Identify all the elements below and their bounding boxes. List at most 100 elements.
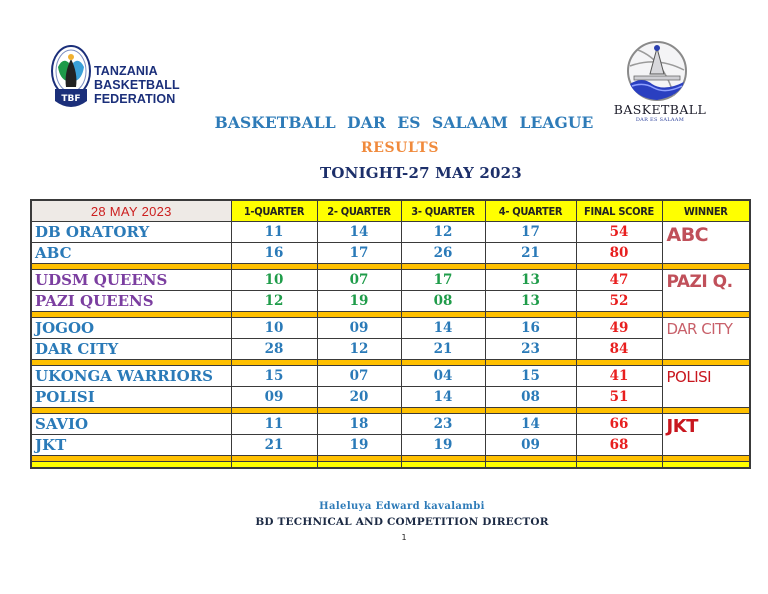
q2-score: 14 (316, 221, 402, 243)
team-name: POLISI (30, 386, 232, 408)
team-name: DAR CITY (30, 338, 232, 360)
basketball-wordmark: BASKETBALL (613, 102, 707, 117)
q3-score: 23 (400, 413, 486, 435)
q1-score: 28 (230, 338, 318, 360)
team-name: UKONGA WARRIORS (30, 365, 232, 387)
results-table: 28 MAY 2023 1-QUARTER 2- QUARTER 3- QUAR… (30, 199, 751, 469)
winner-cell: JKT (661, 413, 751, 456)
basketball-dsm-logo: BASKETBALL DAR ES SALAAM (606, 40, 736, 123)
q4-score: 09 (484, 434, 577, 456)
final-score: 49 (575, 317, 663, 339)
winner-cell: DAR CITY (661, 317, 751, 360)
team-name: SAVIO (30, 413, 232, 435)
table-row: JKT 21 19 19 09 68 (30, 434, 750, 456)
q3-score: 14 (400, 317, 486, 339)
final-score: 51 (575, 386, 663, 408)
q2-score: 20 (316, 386, 402, 408)
tbf-line-1: TANZANIA (94, 64, 158, 78)
winner-cell: POLISI (661, 365, 751, 408)
q1-score: 12 (230, 290, 318, 312)
q1-score: 10 (230, 317, 318, 339)
team-name: DB ORATORY (30, 221, 232, 243)
dar-es-salaam-wordmark: DAR ES SALAAM (635, 117, 685, 123)
tbf-line-2: BASKETBALL (94, 78, 180, 92)
table-row: UKONGA WARRIORS 15 07 04 15 41 POLISI (30, 365, 751, 408)
tbf-line-3: FEDERATION (94, 92, 176, 106)
q3-score: 19 (400, 434, 486, 456)
final-score: 80 (575, 242, 663, 264)
director-name: Haleluya Edward kavalambi (319, 501, 485, 512)
team-name: JKT (30, 434, 232, 456)
svg-text:TBF: TBF (61, 94, 80, 104)
final-score: 66 (575, 413, 663, 435)
final-score: 47 (575, 269, 663, 291)
match-date-header: 28 MAY 2023 (30, 199, 232, 222)
q1-score: 11 (230, 221, 318, 243)
q4-score: 17 (484, 221, 577, 243)
q4-score: 16 (484, 317, 577, 339)
q1-score: 15 (230, 365, 318, 387)
basketball-dar-es-salaam-emblem-icon (627, 41, 687, 101)
team-name: UDSM QUEENS (30, 269, 232, 291)
footer-separator-row (30, 461, 751, 469)
q2-score: 07 (316, 365, 402, 387)
final-score: 41 (575, 365, 663, 387)
team-name: PAZI QUEENS (30, 290, 232, 312)
q3-score: 14 (400, 386, 486, 408)
results-subtitle: RESULTS (360, 140, 440, 156)
q1-score: 10 (230, 269, 318, 291)
team-name: JOGOO (30, 317, 232, 339)
final-score: 54 (575, 221, 663, 243)
q1-score: 11 (230, 413, 318, 435)
col-header-q3: 3- QUARTER (400, 199, 486, 222)
q2-score: 09 (316, 317, 402, 339)
q2-score: 19 (316, 290, 402, 312)
table-header-row: 28 MAY 2023 1-QUARTER 2- QUARTER 3- QUAR… (30, 199, 751, 222)
q4-score: 13 (484, 290, 577, 312)
final-score: 84 (575, 338, 663, 360)
q2-score: 18 (316, 413, 402, 435)
q4-score: 23 (484, 338, 577, 360)
col-header-q2: 2- QUARTER (316, 199, 402, 222)
q4-score: 15 (484, 365, 577, 387)
director-title: BD TECHNICAL AND COMPETITION DIRECTOR (255, 516, 549, 528)
final-score: 68 (575, 434, 663, 456)
tbf-wordmark: TANZANIA BASKETBALL FEDERATION (94, 64, 180, 106)
table-row: JOGOO 10 09 14 16 49 DAR CITY (30, 317, 751, 360)
league-title: BASKETBALL DAR ES SALAAM LEAGUE (214, 113, 594, 132)
separator-row (30, 455, 751, 462)
winner-cell: PAZI Q. (661, 269, 751, 312)
q3-score: 12 (400, 221, 486, 243)
col-header-q1: 1-QUARTER (230, 199, 318, 222)
team-name: ABC (30, 242, 232, 264)
page-number: 1 (401, 533, 407, 542)
q1-score: 09 (230, 386, 318, 408)
winner-cell: ABC (661, 221, 751, 264)
q3-score: 04 (400, 365, 486, 387)
tonight-date: TONIGHT-27 MAY 2023 (320, 164, 522, 182)
table-row: DB ORATORY 11 14 12 17 54 ABC (30, 221, 751, 264)
q1-score: 21 (230, 434, 318, 456)
q2-score: 07 (316, 269, 402, 291)
col-header-final-score: FINAL SCORE (575, 199, 663, 222)
col-header-winner: WINNER (661, 199, 751, 222)
col-header-q4: 4- QUARTER (484, 199, 577, 222)
q4-score: 21 (484, 242, 577, 264)
table-row: DAR CITY 28 12 21 23 84 (30, 338, 750, 360)
q4-score: 14 (484, 413, 577, 435)
q2-score: 19 (316, 434, 402, 456)
q3-score: 17 (400, 269, 486, 291)
q1-score: 16 (230, 242, 318, 264)
separator-row (30, 407, 751, 414)
table-row: ABC 16 17 26 21 80 (30, 242, 750, 264)
table-row: PAZI QUEENS 12 19 08 13 52 (30, 290, 750, 312)
tbf-emblem-icon: TBF (51, 45, 91, 107)
table-row: SAVIO 11 18 23 14 66 JKT (30, 413, 751, 456)
q4-score: 13 (484, 269, 577, 291)
table-row: UDSM QUEENS 10 07 17 13 47 PAZI Q. (30, 269, 751, 312)
q4-score: 08 (484, 386, 577, 408)
q2-score: 17 (316, 242, 402, 264)
tbf-logo: TBF TANZANIA BASKETBALL FEDERATION (46, 45, 196, 115)
q2-score: 12 (316, 338, 402, 360)
q3-score: 26 (400, 242, 486, 264)
